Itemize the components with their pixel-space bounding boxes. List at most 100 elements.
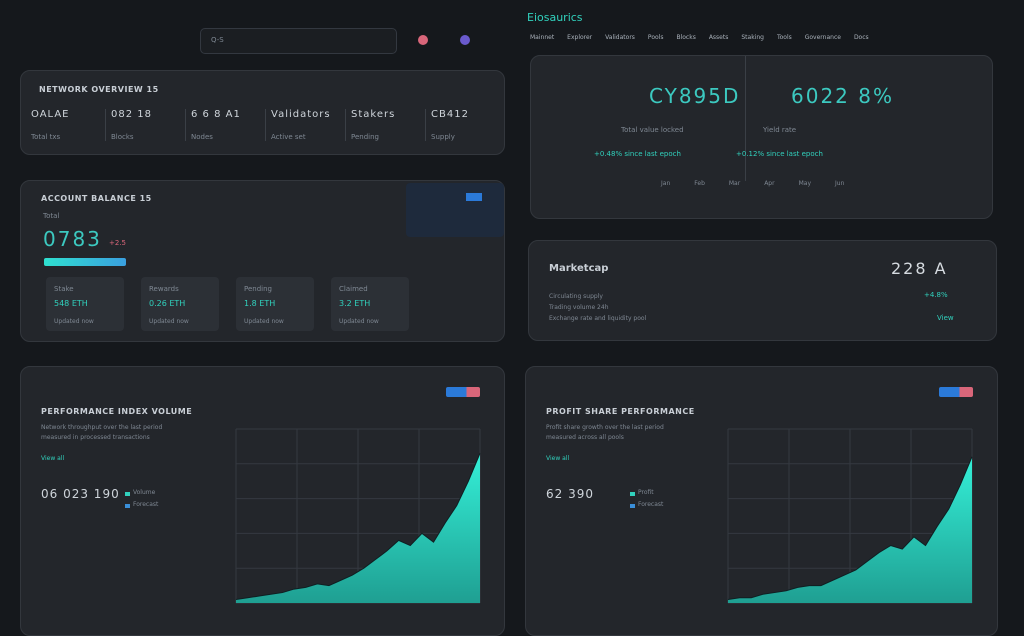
panel-title: ACCOUNT BALANCE 15: [41, 194, 152, 203]
card: Rewards 0.26 ETH Updated now: [141, 277, 219, 331]
card-label: Stake: [54, 285, 74, 293]
nav-item[interactable]: Staking: [741, 34, 764, 41]
axis-label: Jan: [661, 180, 671, 187]
nav-item[interactable]: Pools: [647, 34, 664, 41]
summary-detail: +0.48% since last epoch: [594, 150, 681, 158]
summary-panel: Jan Feb Mar Apr May Jun CY895D Total value loc…: [530, 55, 993, 219]
card: Claimed 3.2 ETH Updated now: [331, 277, 409, 331]
balance-value: 0783: [43, 227, 102, 251]
card-sub: Updated now: [149, 318, 189, 325]
link[interactable]: View: [937, 314, 954, 322]
card-label: Pending: [244, 285, 272, 293]
summary-value: 6022 8%: [791, 84, 894, 108]
summary-label: Yield rate: [763, 126, 797, 134]
link[interactable]: View all: [41, 455, 65, 462]
nav-item[interactable]: Governance: [804, 34, 841, 41]
legend-label: Forecast: [133, 501, 159, 508]
divider: [425, 109, 426, 141]
nav-item[interactable]: Explorer: [567, 34, 593, 41]
legend-label: Volume: [133, 489, 156, 496]
legend-label: Forecast: [638, 501, 664, 508]
avatar[interactable]: [418, 35, 428, 45]
stat-label: Pending: [351, 133, 379, 141]
stat-value: 6 6 8 A1: [191, 109, 241, 120]
legend-swatch: [630, 504, 635, 508]
link[interactable]: View all: [546, 455, 570, 462]
nav-item[interactable]: Docs: [853, 34, 869, 41]
chart-title: PROFIT SHARE PERFORMANCE: [546, 407, 695, 416]
stat-value: Validators: [271, 109, 331, 120]
chart-panel: PERFORMANCE INDEX VOLUME Network throughp…: [20, 366, 505, 636]
line: [235, 453, 481, 601]
stat-value: CB412: [431, 109, 469, 120]
stat-label: Supply: [431, 133, 455, 141]
badge: [446, 387, 480, 397]
description: measured across all pools: [546, 434, 624, 441]
card-sub: Updated now: [244, 318, 284, 325]
description: measured in processed transactions: [41, 434, 150, 441]
divider: [265, 109, 266, 141]
panel-title: Marketcap: [549, 263, 609, 274]
card-value: 0.26 ETH: [149, 299, 186, 308]
card: Stake 548 ETH Updated now: [46, 277, 124, 331]
card-value: 548 ETH: [54, 299, 88, 308]
divider: [345, 109, 346, 141]
market-panel: Marketcap 228 A +4.8% View Circulating s…: [528, 240, 997, 341]
line: [727, 456, 973, 601]
divider: [745, 56, 746, 181]
summary-detail: +0.12% since last epoch: [736, 150, 823, 158]
nav-item[interactable]: Mainnet: [530, 34, 555, 41]
card-value: 1.8 ETH: [244, 299, 276, 308]
nav-item[interactable]: Tools: [776, 34, 792, 41]
chart-panel: PROFIT SHARE PERFORMANCE Profit share gro…: [525, 366, 998, 636]
panel-title: NETWORK OVERVIEW 15: [39, 85, 159, 94]
legend-label: Profit: [638, 489, 654, 496]
card-label: Claimed: [339, 285, 368, 293]
nav: Mainnet Explorer Validators Pools Blocks Asse…: [530, 34, 869, 41]
legend-swatch: [125, 492, 130, 496]
card-value: 3.2 ETH: [339, 299, 371, 308]
area: [728, 456, 972, 603]
market-value: 228 A: [891, 259, 948, 278]
stat-label: Nodes: [191, 133, 213, 141]
card-sub: Updated now: [54, 318, 94, 325]
change: +2.5: [109, 239, 126, 247]
description: Network throughput over the last period: [41, 424, 163, 431]
nav-item[interactable]: Assets: [708, 34, 729, 41]
axis-label: Apr: [764, 180, 775, 187]
axis-label: Feb: [694, 180, 705, 187]
axis-label: Jun: [835, 180, 845, 187]
summary-label: Total value locked: [621, 126, 684, 134]
chart-value: 06 023 190: [41, 487, 120, 501]
change: +4.8%: [924, 291, 948, 299]
search-box[interactable]: Q-S: [200, 28, 397, 54]
stat-label: Active set: [271, 133, 306, 141]
progress-bar: [44, 258, 126, 266]
divider: [105, 109, 106, 141]
overview-panel: NETWORK OVERVIEW 15 OALAE Total txs 082 18…: [20, 70, 505, 155]
stat-label: Total txs: [31, 133, 61, 141]
card-sub: Updated now: [339, 318, 379, 325]
area-chart: [235, 428, 481, 604]
stat-value: 082 18: [111, 109, 152, 120]
divider: [185, 109, 186, 141]
search-text: Q-S: [211, 36, 224, 44]
chart-title: PERFORMANCE INDEX VOLUME: [41, 407, 193, 416]
card: Pending 1.8 ETH Updated now: [236, 277, 314, 331]
card-label: Rewards: [149, 285, 179, 293]
axis-label: May: [798, 180, 811, 187]
legend-swatch: [630, 492, 635, 496]
overlay-box: [406, 183, 504, 237]
legend-swatch: [125, 504, 130, 508]
axis-label: Mar: [728, 180, 741, 187]
market-row: Exchange rate and liquidity pool: [549, 315, 647, 322]
chart-value: 62 390: [546, 487, 594, 501]
market-row: Circulating supply: [549, 293, 603, 300]
avatar[interactable]: [460, 35, 470, 45]
nav-item[interactable]: Validators: [605, 34, 635, 41]
brand: Eiosaurics: [527, 11, 583, 24]
nav-item[interactable]: Blocks: [676, 34, 696, 41]
balance-panel: ACCOUNT BALANCE 15 Total 0783 +2.5 Stake…: [20, 180, 505, 342]
subtitle: Total: [43, 212, 60, 220]
stat-value: Stakers: [351, 109, 396, 120]
